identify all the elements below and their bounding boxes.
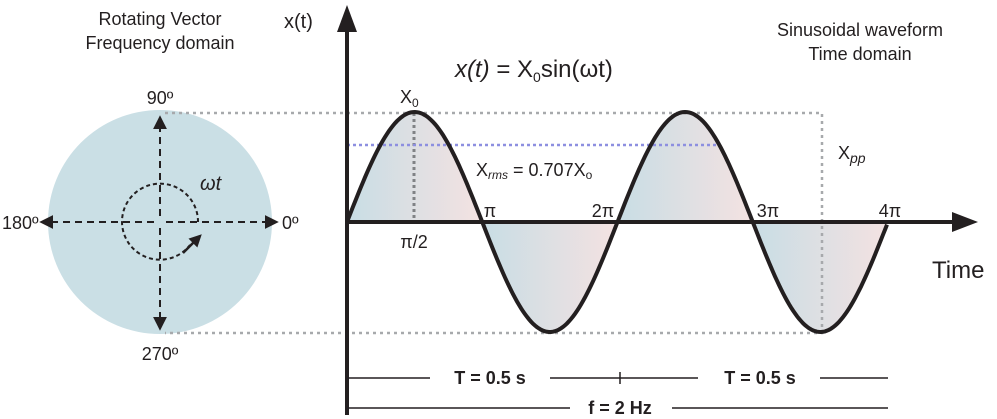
rms-sub: rms: [488, 168, 508, 182]
frequency-label: f = 2 Hz: [588, 398, 652, 418]
rms-x: X: [476, 160, 488, 180]
phasor-circle: [48, 110, 272, 334]
phase-tick: 4π: [879, 201, 901, 221]
y-axis-arrow: [337, 5, 357, 32]
angle-label: 0º: [282, 213, 299, 233]
phase-tick: 3π: [757, 201, 779, 221]
left-title: Frequency domain: [85, 33, 234, 53]
lobe-fill: [482, 222, 618, 332]
left-title: Rotating Vector: [98, 9, 221, 29]
rotation-circle: [121, 182, 200, 261]
x-axis-label: Time: [932, 257, 984, 284]
pp-x: X: [838, 143, 850, 163]
pp-label: Xpp: [838, 143, 866, 166]
rotation-label: ωt: [200, 173, 223, 195]
period-label: T = 0.5 s: [724, 368, 796, 388]
phase-tick: π: [484, 201, 496, 221]
equation: x(t) = X0sin(ωt): [454, 56, 613, 85]
phase-tick: 2π: [592, 201, 614, 221]
pp-sub: pp: [849, 150, 866, 166]
y-axis-label: x(t): [284, 11, 313, 33]
lobe-fill: [752, 222, 888, 332]
rms-label: Xrms = 0.707Xo: [476, 160, 593, 182]
phase-tick: π/2: [400, 232, 427, 252]
peak-label: X0: [400, 87, 419, 110]
angle-label: 90º: [147, 88, 174, 108]
equation-rhs: sin(ωt): [541, 56, 613, 83]
peak-guides: [165, 111, 824, 335]
rms-suffix-sub: o: [586, 168, 593, 182]
right-title: Sinusoidal waveform: [777, 20, 943, 40]
lobe-fill: [617, 112, 753, 222]
equation-lhs: x(t): [454, 56, 490, 83]
equation-sub: 0: [533, 69, 541, 85]
x-axis-arrow: [952, 212, 978, 232]
period-label: T = 0.5 s: [454, 368, 526, 388]
angle-label: 180º: [2, 213, 39, 233]
peak-x: X: [400, 87, 412, 107]
right-title: Time domain: [808, 44, 911, 64]
rms-suffix: = 0.707X: [508, 160, 586, 180]
rotation-arrow: [182, 234, 202, 254]
angle-label: 270º: [142, 344, 179, 364]
peak-sub: 0: [412, 96, 419, 110]
equation-rhs: = X: [490, 56, 533, 83]
